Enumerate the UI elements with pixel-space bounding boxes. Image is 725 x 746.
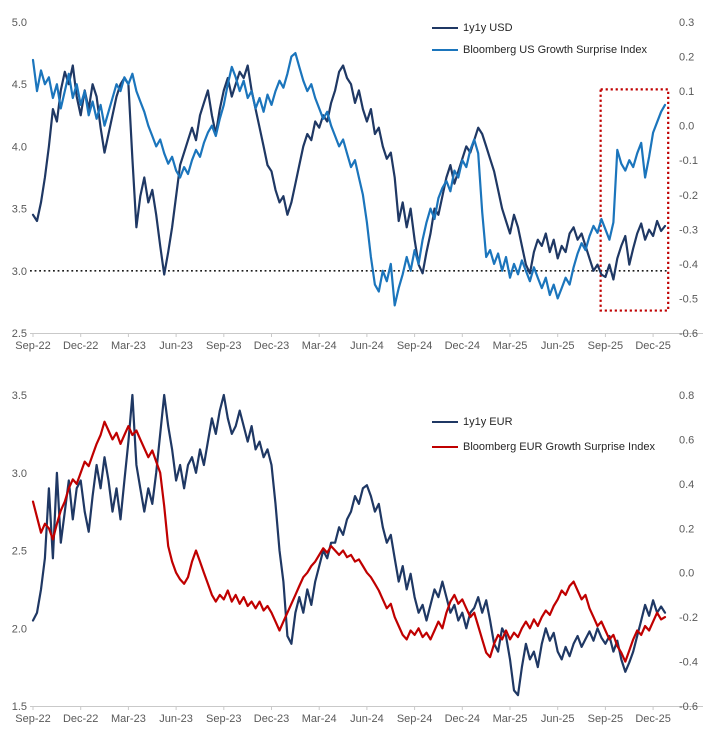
x-axis-label: Sep-23 [206,340,241,352]
left-axis-label: 1.5 [12,701,27,713]
usd-chart-plot: Sep-22 Dec-22 Mar-23 Jun-23 Sep-23 Dec-23 Mar-… [12,17,703,352]
series-line-1 [31,51,667,307]
right-axis-label: -0.6 [679,328,698,340]
x-axis-label: Dec-25 [635,340,670,352]
x-axis-label: Jun-23 [159,340,193,352]
right-axis-label: -0.2 [679,190,698,202]
legend-label-us-growth-surprise: Bloomberg US Growth Surprise Index [463,44,648,56]
eur-chart-plot: Sep-22 Dec-22 Mar-23 Jun-23 Sep-23 Dec-23 Mar-… [12,390,703,725]
left-axis-label: 4.5 [12,79,27,91]
series-line-0 [31,64,667,281]
legend-label-1y1y-usd: 1y1y USD [463,22,513,34]
left-axis-label: 5.0 [12,17,27,29]
x-axis-label: Dec-22 [63,340,98,352]
right-axis-label: 0.2 [679,523,694,535]
x-axis-label: Dec-25 [635,713,670,725]
right-axis-label: -0.4 [679,657,698,669]
x-axis-label: Dec-24 [445,713,480,725]
navy-line-swatch [432,420,458,424]
x-axis-label: Jun-24 [350,340,384,352]
x-axis-label: Sep-22 [15,713,50,725]
x-axis-label: Mar-23 [111,340,146,352]
x-axis-label: Jun-25 [541,713,575,725]
highlight-box [599,88,670,312]
right-axis-label: 0.3 [679,17,694,29]
x-axis-label: Sep-25 [588,713,623,725]
right-axis-label: -0.3 [679,224,698,236]
left-axis-label: 3.0 [12,266,27,278]
left-axis-label: 4.0 [12,141,27,153]
left-axis-label: 2.5 [12,546,27,558]
legend-label-1y1y-eur: 1y1y EUR [463,416,513,428]
navy-line-swatch [432,26,458,30]
legend-item-1y1y-usd: 1y1y USD [432,22,513,34]
series-line-1 [31,420,667,663]
x-axis-label: Mar-24 [302,340,337,352]
legend-item-eur-growth-surprise: Bloomberg EUR Growth Surprise Index [432,441,655,453]
x-axis-label: Dec-22 [63,713,98,725]
legend-item-us-growth-surprise: Bloomberg US Growth Surprise Index [432,44,647,56]
right-axis-label: 0.1 [679,86,694,98]
left-axis-label: 3.5 [12,390,27,402]
x-axis-label: Dec-23 [254,713,289,725]
x-axis-label: Mar-25 [493,340,528,352]
x-axis-label: Mar-23 [111,713,146,725]
x-axis-label: Mar-25 [493,713,528,725]
right-axis-label: 0.0 [679,568,694,580]
right-axis-label: 0.4 [679,479,694,491]
x-axis-label: Sep-22 [15,340,50,352]
eur-chart-panel: Sep-22 Dec-22 Mar-23 Jun-23 Sep-23 Dec-23 Mar-… [0,373,725,746]
right-axis-label: -0.6 [679,701,698,713]
legend-label-eur-growth-surprise: Bloomberg EUR Growth Surprise Index [463,441,655,453]
right-axis-label: 0.8 [679,390,694,402]
x-axis-label: Sep-24 [397,713,432,725]
series-line-0 [31,393,667,697]
left-axis-label: 3.0 [12,468,27,480]
x-axis-label: Sep-25 [588,340,623,352]
left-axis-label: 2.0 [12,623,27,635]
x-axis-label: Mar-24 [302,713,337,725]
red-line-swatch [432,445,458,449]
x-axis-label: Dec-24 [445,340,480,352]
right-axis-label: -0.4 [679,259,698,271]
right-axis-label: 0.0 [679,121,694,133]
x-axis-label: Jun-24 [350,713,384,725]
x-axis-label: Sep-23 [206,713,241,725]
right-axis-label: -0.2 [679,612,698,624]
x-axis-label: Sep-24 [397,340,432,352]
right-axis-label: -0.5 [679,293,698,305]
blue-line-swatch [432,48,458,52]
left-axis-label: 3.5 [12,204,27,216]
x-axis-label: Jun-25 [541,340,575,352]
x-axis-label: Jun-23 [159,713,193,725]
usd-chart-panel: Sep-22 Dec-22 Mar-23 Jun-23 Sep-23 Dec-23 Mar-… [12,17,703,352]
legend-item-1y1y-eur: 1y1y EUR [432,416,513,428]
right-axis-label: 0.2 [679,52,694,64]
left-axis-label: 2.5 [12,328,27,340]
right-axis-label: 0.6 [679,434,694,446]
right-axis-label: -0.1 [679,155,698,167]
x-axis-label: Dec-23 [254,340,289,352]
